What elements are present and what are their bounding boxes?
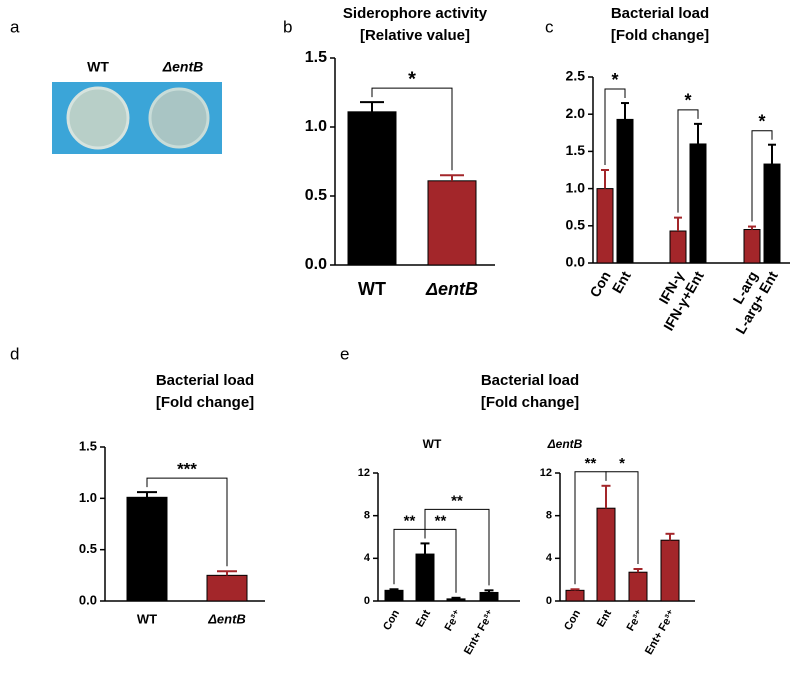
significance-bracket: [605, 471, 639, 564]
y-tick-label: 2.5: [566, 68, 586, 84]
x-tick-label: Ent+ Fe³⁺: [643, 608, 678, 657]
x-tick-label: Con: [586, 268, 613, 300]
y-tick-label: 12: [358, 467, 370, 479]
panel-label: b: [283, 17, 292, 36]
significance-label: *: [684, 91, 691, 111]
y-tick-label: 0.5: [79, 541, 97, 556]
x-tick-label: Fe³⁺: [625, 608, 647, 633]
chart-title: WT: [423, 437, 442, 451]
x-tick-label: Fe³⁺: [443, 608, 465, 633]
bar: [689, 143, 707, 264]
bar: [446, 598, 466, 602]
chart-subtitle: [Fold change]: [481, 394, 579, 411]
x-tick-label: Ent: [595, 608, 614, 630]
y-tick-label: 12: [540, 467, 552, 479]
plate-label: ΔentB: [162, 59, 204, 75]
y-tick-label: 0: [364, 595, 370, 607]
y-tick-label: 2.0: [566, 105, 586, 121]
significance-bracket: [371, 87, 453, 171]
x-tick-label: Con: [562, 608, 583, 633]
x-tick-label: Con: [381, 608, 402, 633]
panel-label: d: [10, 344, 19, 363]
significance-bracket: [677, 109, 699, 213]
significance-bracket: [604, 88, 626, 165]
significance-label: **: [404, 512, 416, 529]
y-tick-label: 1.5: [305, 49, 327, 66]
chart-title: ΔentB: [547, 437, 583, 451]
significance-label: *: [611, 70, 618, 90]
significance-label: **: [435, 512, 447, 529]
bar: [479, 591, 499, 602]
y-tick-label: 0.0: [305, 256, 327, 273]
bar: [427, 180, 477, 266]
significance-label: *: [758, 111, 765, 131]
chart-title: Bacterial load: [611, 5, 709, 22]
chart-subtitle: [Relative value]: [360, 27, 470, 44]
y-tick-label: 4: [364, 552, 371, 564]
chart-subtitle: [Fold change]: [611, 27, 709, 44]
significance-label: **: [451, 492, 463, 509]
y-tick-label: 0: [546, 595, 552, 607]
x-tick-label: ΔentB: [207, 611, 246, 626]
bar: [415, 553, 435, 602]
x-tick-label: Ent+ Fe³⁺: [462, 608, 497, 657]
significance-label: ***: [177, 460, 197, 479]
panel-label: e: [340, 344, 349, 363]
significance-label: **: [585, 455, 597, 472]
x-tick-label: Ent: [609, 268, 634, 296]
y-tick-label: 1.0: [305, 118, 327, 135]
bar: [669, 230, 687, 264]
y-tick-label: 1.5: [79, 438, 97, 453]
chart-title: Bacterial load: [481, 372, 579, 389]
panel-label: c: [545, 17, 554, 36]
y-tick-label: 0.5: [305, 187, 327, 204]
bar: [628, 571, 648, 602]
bar: [596, 507, 616, 602]
y-tick-label: 0.0: [79, 592, 97, 607]
chart-title: Bacterial load: [156, 372, 254, 389]
bar: [596, 188, 614, 264]
bar: [743, 229, 761, 264]
y-tick-label: 1.0: [566, 179, 586, 195]
chart-subtitle: [Fold change]: [156, 394, 254, 411]
x-tick-label: WT: [137, 611, 157, 626]
significance-label: *: [619, 455, 625, 472]
colony: [66, 86, 130, 150]
x-tick-label: Ent: [414, 608, 433, 630]
y-tick-label: 8: [546, 510, 552, 522]
y-tick-label: 0.5: [566, 217, 586, 233]
bar: [763, 163, 781, 264]
y-tick-label: 4: [546, 552, 553, 564]
bar: [206, 574, 248, 602]
colony: [148, 87, 210, 149]
y-tick-label: 0.0: [566, 254, 586, 270]
x-tick-label: WT: [358, 279, 386, 299]
y-tick-label: 1.5: [566, 142, 586, 158]
y-tick-label: 8: [364, 510, 370, 522]
significance-label: *: [408, 68, 416, 90]
x-tick-label: ΔentB: [425, 279, 478, 299]
y-tick-label: 1.0: [79, 490, 97, 505]
bar: [384, 589, 404, 602]
significance-bracket: [751, 130, 773, 222]
bar: [565, 589, 585, 602]
panel-label: a: [10, 17, 20, 36]
bar: [660, 539, 680, 602]
significance-bracket: [146, 477, 228, 567]
significance-bracket: [424, 508, 490, 586]
bar: [347, 111, 397, 266]
bar: [126, 496, 168, 602]
chart-title: Siderophore activity: [343, 5, 488, 22]
plate-label: WT: [87, 59, 109, 75]
bar: [616, 118, 634, 264]
